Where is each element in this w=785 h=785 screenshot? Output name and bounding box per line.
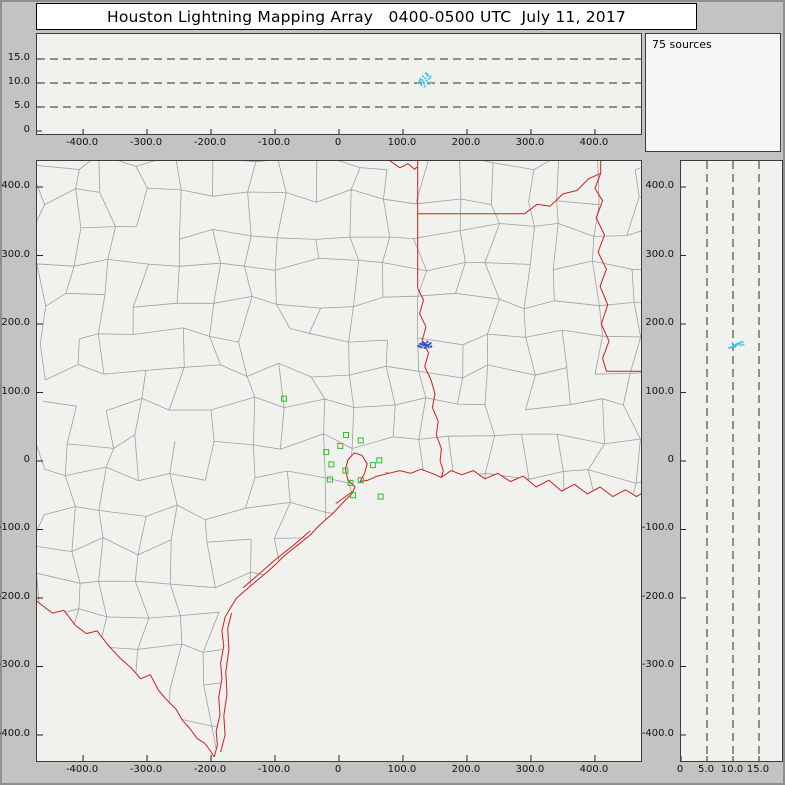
tick-label: 0 xyxy=(334,764,342,775)
tick-label: 5.0 xyxy=(698,764,714,775)
plan-view-map xyxy=(37,161,641,761)
tick-label: 200.0 xyxy=(451,764,481,775)
lightning-source-marker xyxy=(420,343,424,346)
lma-station-marker xyxy=(357,437,364,444)
lightning-source-marker xyxy=(420,346,423,349)
lma-station-marker xyxy=(376,457,383,464)
tick-label: 0 xyxy=(334,137,342,148)
tick-label: 200.0 xyxy=(1,317,30,328)
lightning-source-marker xyxy=(429,345,433,348)
altitude-ns-xaxis-labels: 0 5.0 10.0 15.0 xyxy=(676,763,781,778)
tick-label: 0 xyxy=(23,454,30,465)
lightning-source-marker xyxy=(419,342,422,346)
tick-label: 0 xyxy=(676,764,684,775)
tick-label: 300.0 xyxy=(1,248,30,260)
tick-label: -400.0 xyxy=(65,137,99,148)
tick-label: 400.0 xyxy=(579,764,609,775)
lightning-source-marker xyxy=(418,345,421,348)
altitude-ns-yaxis-labels: 400.0 300.0 200.0 100.0 0 -100.0 -200.0 -300.0 -… xyxy=(641,160,677,760)
plan-yaxis-labels: 400.0 300.0 200.0 100.0 0 -100.0 -200.0 -300.0 -… xyxy=(0,160,33,760)
altitude-ew-panel[interactable] xyxy=(36,33,642,135)
altitude-ew-xaxis-labels: -400.0 -300.0 -200.0 -100.0 0 100.0 200.0 300.0… xyxy=(36,136,640,151)
lightning-source-marker xyxy=(423,346,426,350)
altitude-ns-plot xyxy=(681,161,760,761)
tick-label: -100.0 xyxy=(641,522,674,534)
tick-label: -400.0 xyxy=(641,727,674,739)
tick-label: -300.0 xyxy=(129,137,163,148)
lma-station-marker xyxy=(347,479,354,486)
tick-label: 200.0 xyxy=(645,317,674,328)
tick-label: 300.0 xyxy=(645,248,674,260)
tick-label: 400.0 xyxy=(1,180,30,192)
altitude-ew-plot xyxy=(37,58,641,134)
lightning-source-marker xyxy=(426,340,429,344)
tick-label: -100.0 xyxy=(257,764,291,775)
lma-station-marker xyxy=(343,431,350,438)
plan-view-map-panel[interactable] xyxy=(36,160,642,762)
tick-label: -400.0 xyxy=(0,727,30,739)
lma-station-marker xyxy=(337,442,344,449)
plan-xaxis-labels: -400.0 -300.0 -200.0 -100.0 0 100.0 200.0 300.0… xyxy=(36,763,640,778)
tick-label: 5.0 xyxy=(14,100,30,111)
tick-label: -300.0 xyxy=(641,659,674,671)
source-count-label: 75 sources xyxy=(652,38,712,51)
tick-label: 400.0 xyxy=(579,137,609,148)
tick-label: 300.0 xyxy=(515,137,545,148)
tick-label: -100.0 xyxy=(0,522,30,534)
tick-label: 100.0 xyxy=(387,137,417,148)
lma-station-marker xyxy=(323,449,330,456)
tick-label: 100.0 xyxy=(1,385,30,397)
tick-label: 400.0 xyxy=(645,180,674,192)
lightning-source-marker xyxy=(427,346,430,349)
lma-station-marker xyxy=(280,395,287,402)
tick-label: -300.0 xyxy=(0,659,30,671)
lma-station-marker xyxy=(369,462,376,469)
source-count-panel: 75 sources xyxy=(645,33,781,152)
tick-label: 15.0 xyxy=(7,52,30,63)
lma-station-marker xyxy=(342,467,349,474)
lightning-source-marker xyxy=(422,341,426,345)
tick-label: -200.0 xyxy=(193,137,227,148)
altitude-ns-panel[interactable] xyxy=(680,160,783,762)
lma-station-marker xyxy=(377,493,384,500)
tick-label: -200.0 xyxy=(641,590,674,602)
tick-label: 100.0 xyxy=(645,385,674,397)
tick-label: 300.0 xyxy=(515,764,545,775)
tick-label: 100.0 xyxy=(387,764,417,775)
tick-label: 200.0 xyxy=(451,137,481,148)
lightning-source-marker xyxy=(424,343,428,346)
lma-station-marker xyxy=(350,492,357,499)
tick-label: 10.0 xyxy=(7,76,30,87)
page-title: Houston Lightning Mapping Array 0400-050… xyxy=(107,7,626,26)
lma-station-marker xyxy=(328,461,335,468)
lightning-source-marker xyxy=(426,344,430,347)
tick-label: 15.0 xyxy=(746,764,770,775)
tick-label: 0 xyxy=(23,124,30,135)
lma-station-marker xyxy=(327,476,334,483)
tick-label: -400.0 xyxy=(65,764,99,775)
tick-label: 0 xyxy=(667,454,674,465)
tick-label: -200.0 xyxy=(193,764,227,775)
lightning-source-marker xyxy=(429,341,432,345)
tick-label: 10.0 xyxy=(720,764,744,775)
tick-label: -100.0 xyxy=(257,137,291,148)
tick-label: -200.0 xyxy=(0,590,30,602)
lma-station-marker xyxy=(357,477,364,484)
tick-label: -300.0 xyxy=(129,764,163,775)
title-bar: Houston Lightning Mapping Array 0400-050… xyxy=(36,3,697,30)
altitude-ew-yaxis-labels: 15.0 10.0 5.0 0 xyxy=(0,33,33,135)
